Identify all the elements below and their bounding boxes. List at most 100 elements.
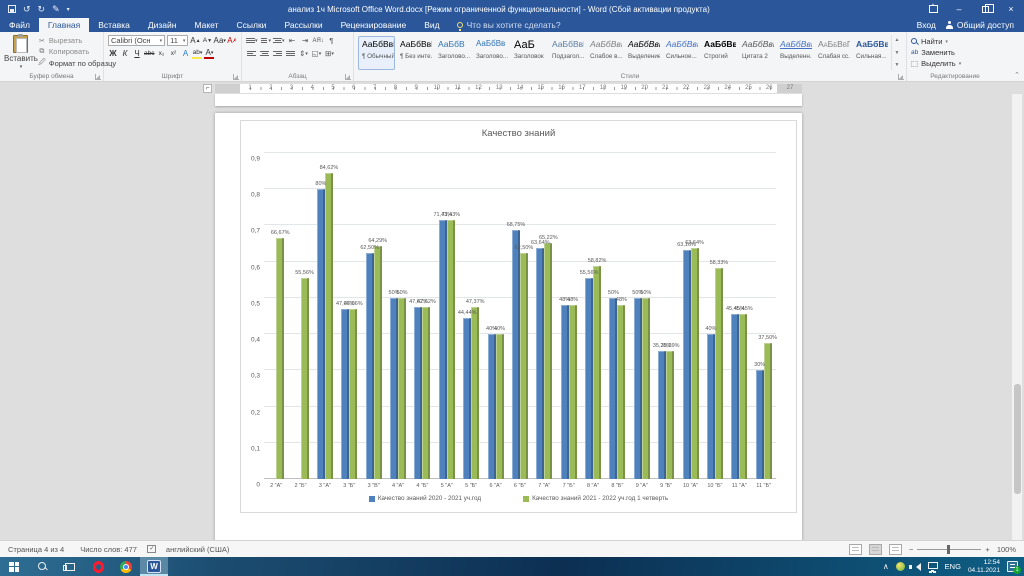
sort-button[interactable]: АЯ↓ [313,35,324,46]
paragraph-dialog-launcher[interactable] [345,74,351,80]
style-item-7[interactable]: АаБбВвГгСлабое в... [586,36,623,70]
style-item-13[interactable]: АаБбВвГгСлабая сс... [814,36,851,70]
paste-dropdown-icon[interactable]: ▾ [20,64,23,70]
styles-dialog-launcher[interactable] [898,74,904,80]
font-color-button[interactable]: А▾ [204,48,214,59]
zoom-in-icon[interactable]: + [985,545,989,554]
qat-menu-icon[interactable]: ▾ [67,6,70,13]
zoom-out-icon[interactable]: − [909,545,913,554]
style-item-10[interactable]: АаБбВвГгСтрогий [700,36,737,70]
save-icon[interactable] [8,5,16,13]
collapse-ribbon-icon[interactable]: ⌃ [1014,71,1020,79]
clock[interactable]: 12:54 04.11.2021 [968,559,1000,575]
select-button[interactable]: ⬚Выделить ▾ [911,59,999,68]
text-effects-button[interactable]: А [180,48,190,59]
font-size-combo[interactable]: 11▾ [167,35,188,46]
style-item-9[interactable]: АаБбВвГгСильное... [662,36,699,70]
print-layout-icon[interactable] [869,544,882,555]
styles-scroll-up-icon[interactable]: ▲ [895,37,900,43]
style-item-5[interactable]: АаБЗаголовок [510,36,547,70]
ribbon-display-options-icon[interactable] [920,0,946,18]
line-spacing-button[interactable]: ⇕▾ [298,48,309,59]
style-item-3[interactable]: АаБбВЗаголово... [434,36,471,70]
tab-selector[interactable]: ⌐ [203,84,212,93]
highlight-button[interactable]: ab▾ [192,48,202,59]
zoom-slider[interactable]: − + [909,545,990,554]
style-item-11[interactable]: АаБбВвГгЦитата 2 [738,36,775,70]
scrollbar-thumb[interactable] [1014,384,1021,494]
share-button[interactable]: Общий доступ [946,20,1014,30]
touch-mode-icon[interactable]: ✎ [52,4,60,15]
style-item-2[interactable]: АаБбВвГг¶ Без инте... [396,36,433,70]
increase-indent-button[interactable]: ⇥ [300,35,311,46]
taskbar-opera-button[interactable] [84,557,112,576]
taskbar-task-view-button[interactable] [56,557,84,576]
restore-button[interactable] [972,0,998,18]
shrink-font-button[interactable]: А▼ [202,35,212,46]
taskbar-word-button[interactable]: W [140,557,168,576]
shading-button[interactable]: ◱▾ [311,48,322,59]
network-icon[interactable] [928,562,938,569]
numbered-list-button[interactable]: ▾ [260,35,272,46]
language-indicator[interactable]: английский (США) [158,545,237,554]
superscript-button[interactable]: х² [168,48,178,59]
bullet-list-button[interactable]: ▾ [246,35,258,46]
align-center-button[interactable] [259,48,270,59]
antivirus-tray-icon[interactable] [896,562,905,571]
web-layout-icon[interactable] [889,544,902,555]
clipboard-dialog-launcher[interactable] [95,74,101,80]
style-item-6[interactable]: АаБбВвГПодзагол... [548,36,585,70]
sign-in-link[interactable]: Вход [917,20,936,30]
word-count[interactable]: Число слов: 477 [72,545,145,554]
justify-button[interactable] [285,48,296,59]
style-item-1[interactable]: АаБбВвГг¶ Обычный [358,36,395,70]
align-right-button[interactable] [272,48,283,59]
style-item-4[interactable]: АаБбВвЗаголово... [472,36,509,70]
borders-button[interactable]: ⊞▾ [324,48,335,59]
taskbar-chrome-button[interactable] [112,557,140,576]
tab-file[interactable]: Файл [0,18,39,32]
tray-expand-icon[interactable]: ∧ [883,562,889,571]
paste-button[interactable]: Вставить ▾ [4,35,38,70]
action-center-icon[interactable]: 1 [1007,561,1018,572]
tell-me[interactable]: Что вы хотите сделать? [449,18,569,32]
tab-layout[interactable]: Макет [185,18,227,32]
vertical-scrollbar[interactable] [1012,94,1022,540]
replace-button[interactable]: abЗаменить [911,48,999,57]
read-mode-icon[interactable] [849,544,862,555]
chart-object[interactable]: Качество знаний 00,10,20,30,40,50,60,70,… [240,120,797,513]
page-indicator[interactable]: Страница 4 из 4 [0,545,72,554]
tab-references[interactable]: Ссылки [228,18,276,32]
volume-icon[interactable] [912,563,921,571]
style-item-8[interactable]: АаБбВвГгВыделение [624,36,661,70]
subscript-button[interactable]: х₂ [156,48,166,59]
underline-button[interactable]: Ч [132,48,142,59]
clear-formatting-button[interactable]: А✗ [227,35,237,46]
tab-review[interactable]: Рецензирование [332,18,416,32]
minimize-button[interactable]: – [946,0,972,18]
undo-icon[interactable]: ↺ [23,4,31,15]
zoom-thumb[interactable] [947,545,950,554]
zoom-track[interactable] [917,549,981,550]
italic-button[interactable]: К [120,48,130,59]
change-case-button[interactable]: Аа▾ [214,35,225,46]
zoom-level[interactable]: 100% [997,545,1016,554]
redo-icon[interactable]: ↻ [38,4,46,15]
multilevel-list-button[interactable]: ▾ [273,35,285,46]
tab-design[interactable]: Дизайн [139,18,186,32]
tab-insert[interactable]: Вставка [89,18,139,32]
align-left-button[interactable] [246,48,257,59]
styles-more-icon[interactable]: ▼ [895,62,900,68]
font-dialog-launcher[interactable] [233,74,239,80]
bold-button[interactable]: Ж [108,48,118,59]
tab-mailings[interactable]: Рассылки [275,18,331,32]
decrease-indent-button[interactable]: ⇤ [287,35,298,46]
tab-view[interactable]: Вид [415,18,448,32]
font-family-combo[interactable]: Calibri (Осн▾ [108,35,165,46]
style-item-14[interactable]: АаБбВвГгСильная... [852,36,889,70]
style-item-12[interactable]: АаБбВвГгВыделенн... [776,36,813,70]
find-button[interactable]: Найти ▾ [911,37,999,46]
close-button[interactable]: × [998,0,1024,18]
taskbar-search-button[interactable] [28,557,56,576]
taskbar-start-button[interactable] [0,557,28,576]
